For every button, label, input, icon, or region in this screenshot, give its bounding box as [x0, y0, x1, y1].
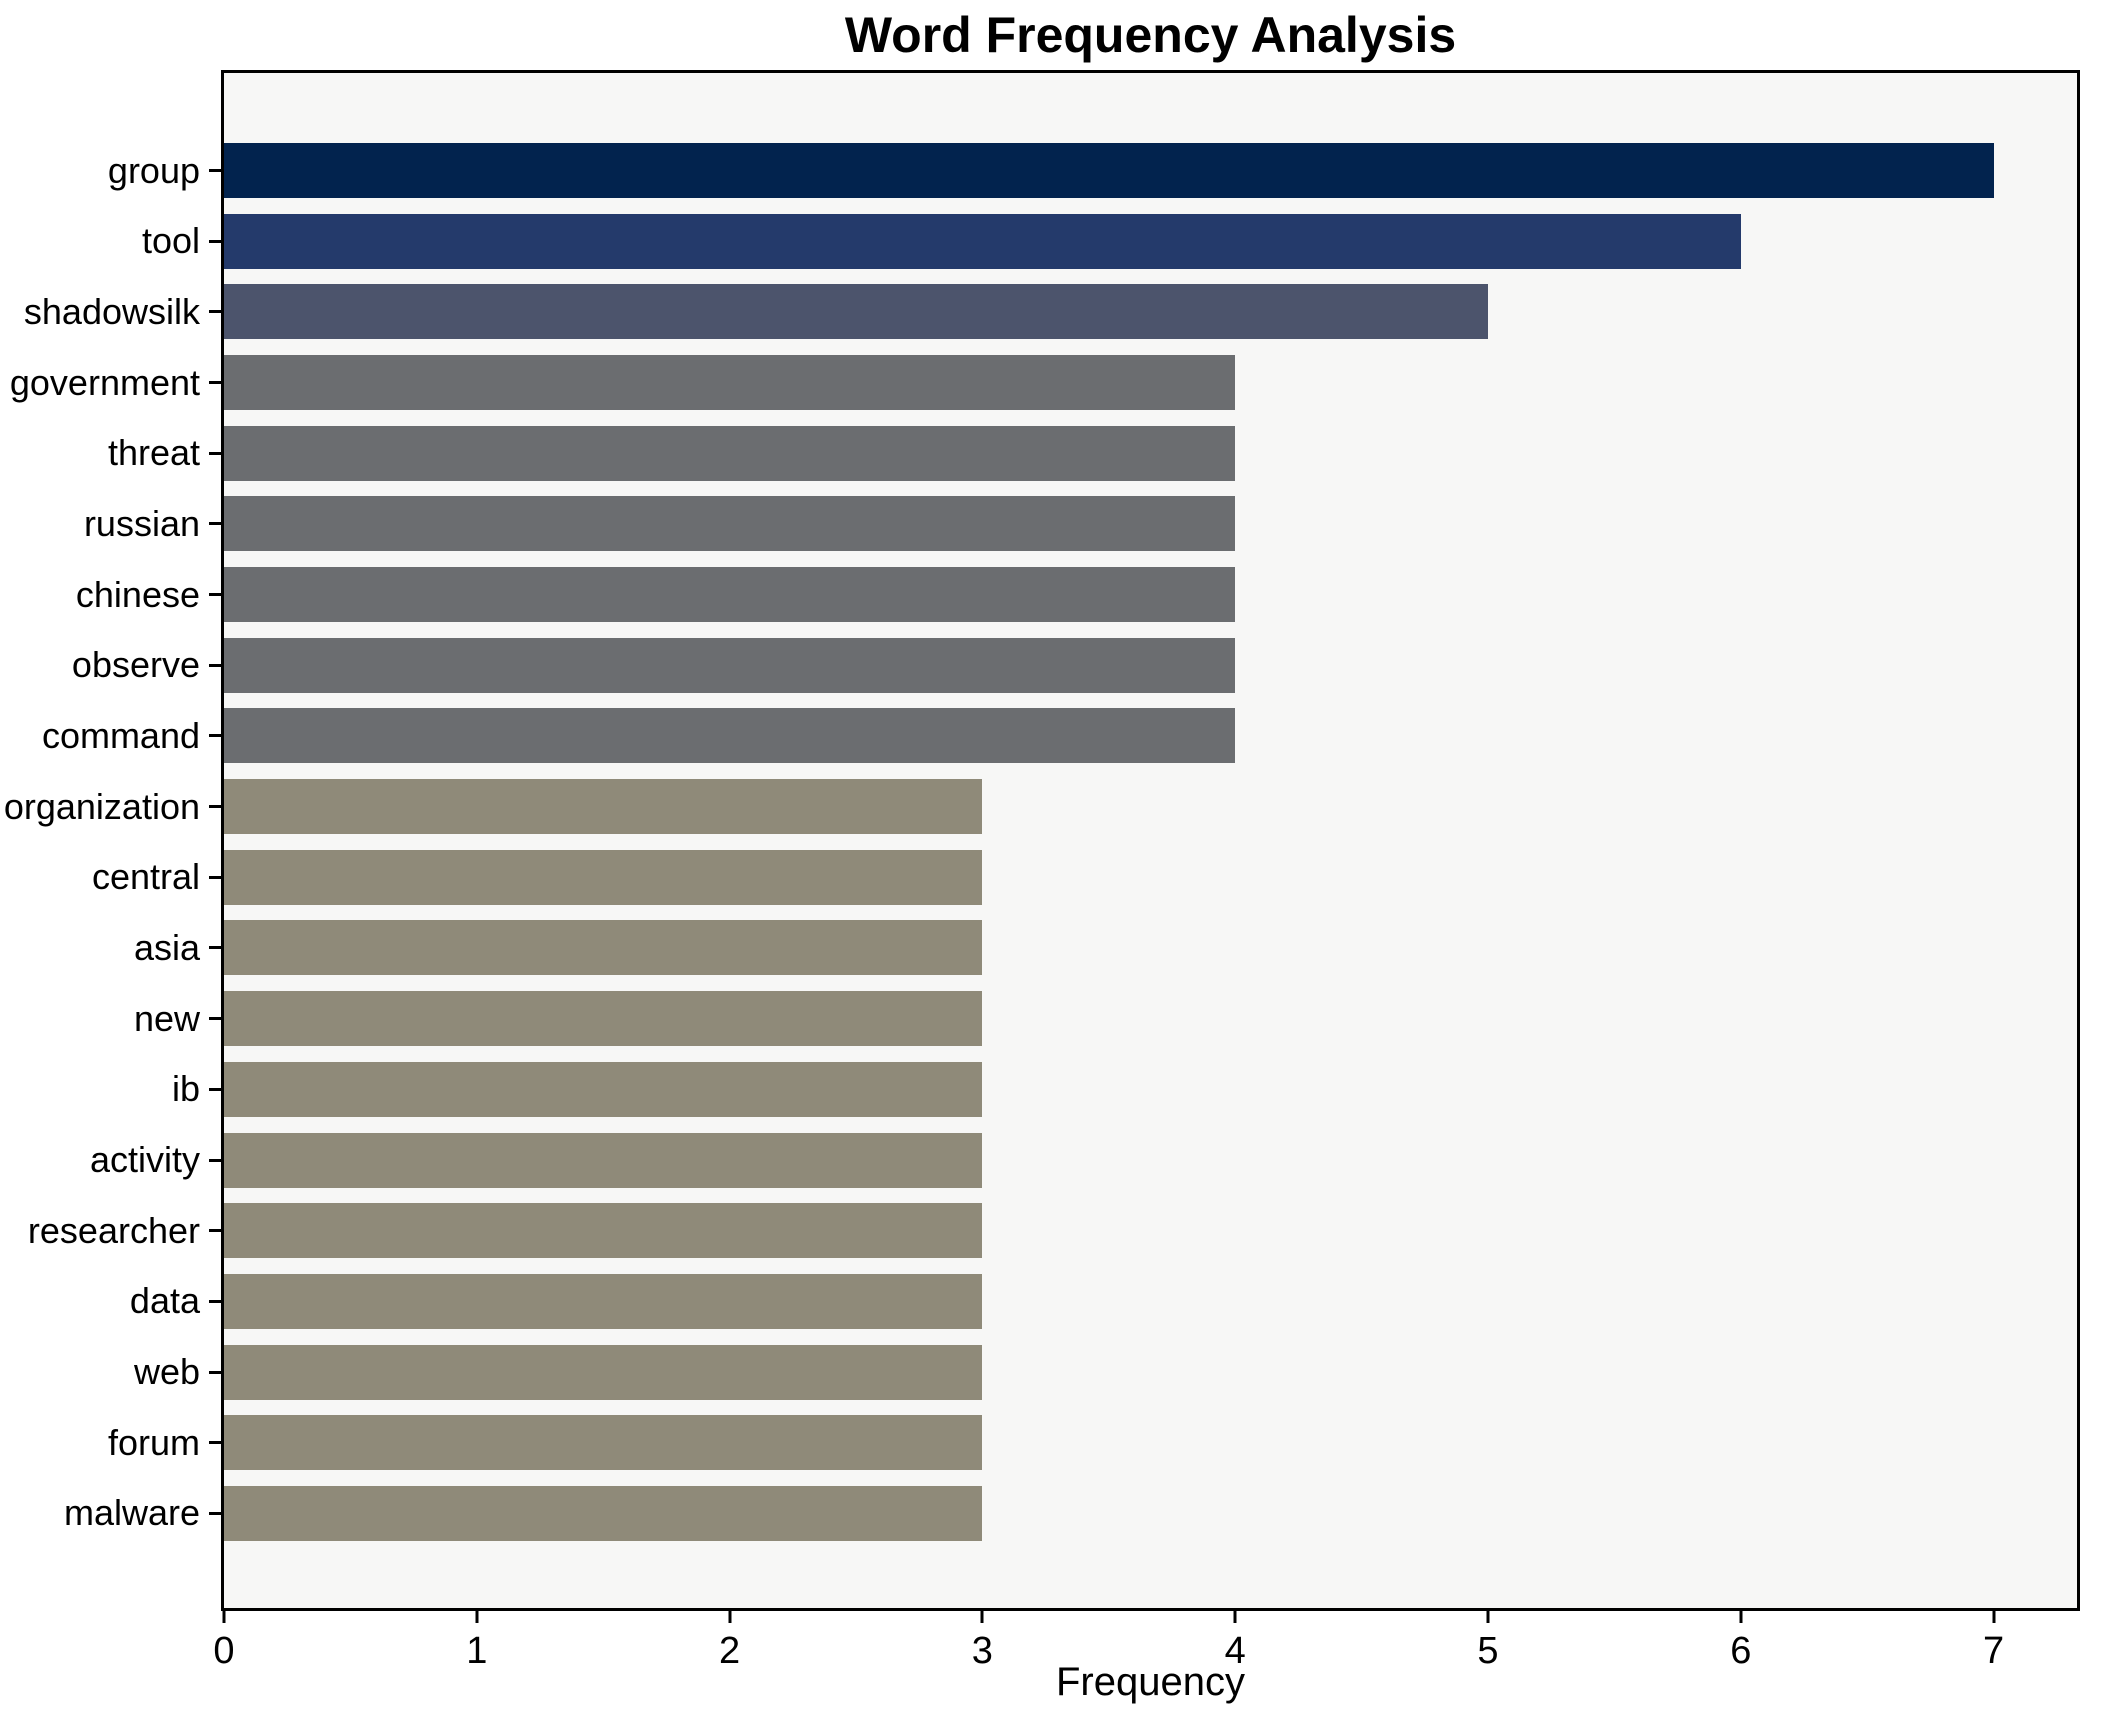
y-tick-mark: [209, 1087, 224, 1091]
y-tick-mark: [209, 239, 224, 243]
bar-asia: [224, 920, 983, 976]
y-tick-mark: [209, 946, 224, 950]
y-tick-mark: [209, 451, 224, 455]
y-tick-label: chinese: [75, 573, 200, 615]
bar-activity: [224, 1132, 983, 1188]
bar-government: [224, 355, 1236, 411]
y-tick-label: forum: [107, 1421, 200, 1463]
x-tick-label: 5: [1477, 1630, 1499, 1672]
bar-web: [224, 1344, 983, 1400]
x-tick-mark: [1486, 1608, 1490, 1623]
y-tick-label: organization: [3, 785, 200, 827]
y-tick-mark: [209, 663, 224, 667]
y-tick-label: malware: [63, 1492, 200, 1534]
y-tick-label: threat: [107, 432, 200, 474]
chart-title: Word Frequency Analysis: [844, 7, 1457, 63]
y-tick-label: web: [133, 1351, 200, 1393]
plot-area: group tool shadowsilk government threat russi…: [4, 70, 2080, 1672]
x-tick-mark: [728, 1608, 732, 1623]
y-tick-label: central: [91, 856, 200, 898]
x-tick-label: 2: [719, 1630, 741, 1672]
bar-new: [224, 991, 983, 1047]
bar-russian: [224, 496, 1236, 552]
y-tick-mark: [209, 522, 224, 526]
x-tick-mark: [980, 1608, 984, 1623]
bar-ib: [224, 1061, 983, 1117]
y-tick-label: shadowsilk: [23, 290, 200, 332]
bar-shadowsilk: [224, 284, 1488, 340]
y-tick-label: russian: [83, 502, 200, 544]
y-tick-mark: [209, 169, 224, 172]
y-tick-label: government: [9, 361, 200, 403]
y-tick-label: tool: [141, 220, 200, 262]
bar-malware: [224, 1485, 983, 1541]
y-tick-label: researcher: [27, 1209, 200, 1251]
y-tick-label: group: [107, 149, 200, 191]
y-tick-label: ib: [171, 1068, 200, 1110]
y-tick-label: new: [133, 997, 200, 1039]
y-tick-label: data: [129, 1280, 200, 1322]
bar-observe: [224, 637, 1236, 693]
y-tick-label: command: [41, 714, 200, 756]
y-tick-label: observe: [71, 644, 200, 686]
x-tick-label: 1: [466, 1630, 488, 1672]
y-tick-mark: [209, 1158, 224, 1162]
x-tick-mark: [1992, 1608, 1996, 1623]
x-tick-mark: [222, 1608, 226, 1623]
x-tick-label: 6: [1730, 1630, 1752, 1672]
bar-threat: [224, 425, 1236, 481]
y-tick-mark: [209, 310, 224, 314]
x-tick-mark: [1739, 1608, 1743, 1623]
y-tick-mark: [209, 381, 224, 385]
bar-central: [224, 849, 983, 905]
bar-organization: [224, 779, 983, 835]
y-tick-label: asia: [133, 926, 200, 968]
x-tick-mark: [1233, 1608, 1237, 1623]
y-tick-mark: [209, 805, 224, 809]
y-tick-label: activity: [89, 1139, 200, 1181]
y-tick-mark: [209, 1441, 224, 1445]
bar-data: [224, 1273, 983, 1329]
y-tick-mark: [209, 734, 224, 738]
bar-researcher: [224, 1203, 983, 1259]
y-tick-mark: [209, 1370, 224, 1374]
y-tick-mark: [209, 1017, 224, 1021]
y-tick-mark: [209, 1511, 224, 1515]
x-axis-label: Frequency: [1056, 1660, 1245, 1704]
bar-chinese: [224, 567, 1236, 623]
y-tick-mark: [209, 875, 224, 879]
y-tick-mark: [209, 1299, 224, 1303]
x-tick-label: 0: [213, 1630, 235, 1672]
bar-group: [224, 143, 1994, 198]
x-tick-mark: [475, 1608, 479, 1623]
bar-tool: [224, 213, 1741, 269]
x-tick-label: 3: [971, 1630, 993, 1672]
y-tick-mark: [209, 593, 224, 597]
y-tick-mark: [209, 1229, 224, 1233]
x-tick-label: 4: [1224, 1630, 1246, 1672]
bar-command: [224, 708, 1236, 764]
x-tick-label: 7: [1982, 1630, 2005, 1672]
bar-forum: [224, 1415, 983, 1471]
